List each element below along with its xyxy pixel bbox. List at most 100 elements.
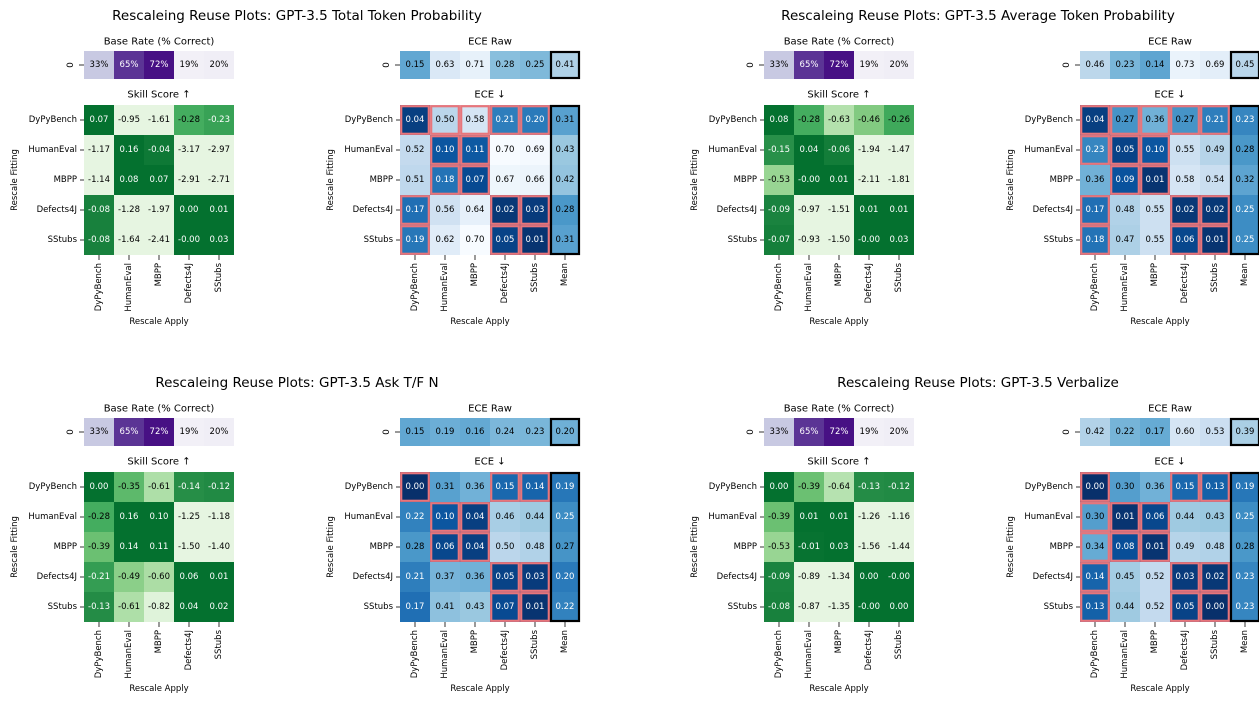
skill-score-label: -0.13 xyxy=(88,602,110,612)
skill-score-title: Skill Score ↑ xyxy=(807,457,870,468)
ece-raw-label: 0.45 xyxy=(1236,60,1255,70)
ece-cell xyxy=(1170,165,1200,195)
y-axis-label: Rescale Fitting xyxy=(326,516,336,578)
row-tick-label: Defects4J xyxy=(37,572,77,582)
ece-raw-label: 0.20 xyxy=(556,427,575,437)
ece-raw-label: 0.39 xyxy=(1236,427,1255,437)
ece-raw-label: 0.25 xyxy=(526,60,545,70)
skill-score-label: -0.63 xyxy=(828,115,850,125)
ece-highlight-border xyxy=(520,195,550,225)
ece-label: 0.01 xyxy=(526,602,545,612)
row-tick-label: Defects4J xyxy=(1033,205,1073,215)
ece-raw-cell xyxy=(550,418,580,446)
ece-cell xyxy=(490,105,520,135)
skill-score-cell xyxy=(884,225,914,255)
ece-cell xyxy=(490,502,520,532)
skill-score-cell xyxy=(824,472,854,502)
col-tick-label: MBPP xyxy=(1150,263,1160,286)
skill-score-cell xyxy=(824,562,854,592)
ece-label: 0.52 xyxy=(1146,602,1165,612)
ece-raw-mean-border xyxy=(549,417,581,447)
ece-label: 0.03 xyxy=(526,572,545,582)
ece-label: 0.37 xyxy=(436,572,455,582)
ece-label: 0.34 xyxy=(1086,542,1105,552)
ece-cell xyxy=(1170,195,1200,225)
ece-label: 0.04 xyxy=(406,115,425,125)
ece-raw-label: 0.23 xyxy=(526,427,545,437)
skill-score-cell xyxy=(144,225,174,255)
base-rate-cell xyxy=(114,418,144,446)
skill-score-label: 0.01 xyxy=(210,205,229,215)
chart-panel-4: Rescaleing Reuse Plots: GPT-3.5 Verbaliz… xyxy=(690,375,1259,694)
x-axis-label: Rescale Apply xyxy=(450,684,509,694)
ece-highlight-border xyxy=(1200,105,1230,135)
ece-raw-title: ECE Raw xyxy=(1148,404,1192,415)
skill-score-label: -1.97 xyxy=(148,205,170,215)
ece-highlight-border xyxy=(520,105,550,135)
skill-score-cell xyxy=(174,225,204,255)
skill-score-label: -1.81 xyxy=(888,175,910,185)
ece-raw-cell xyxy=(460,51,490,79)
ece-highlight-border xyxy=(1080,225,1110,255)
ece-label: 0.36 xyxy=(1146,482,1165,492)
skill-score-cell xyxy=(884,562,914,592)
ece-cell xyxy=(1230,165,1259,195)
ece-label: 0.11 xyxy=(466,145,485,155)
skill-score-label: -0.53 xyxy=(768,175,790,185)
ece-label: 0.21 xyxy=(406,572,425,582)
col-tick-label: SStubs xyxy=(530,629,540,659)
skill-score-cell xyxy=(174,502,204,532)
ece-cell xyxy=(550,105,580,135)
y-axis-label: Rescale Fitting xyxy=(690,149,700,211)
ece-raw-mean-border xyxy=(1229,50,1259,80)
base-rate-label: 33% xyxy=(90,60,109,70)
skill-score-cell xyxy=(204,562,234,592)
ece-cell xyxy=(460,472,490,502)
ece-cell xyxy=(1230,105,1259,135)
ece-label: 0.05 xyxy=(496,572,515,582)
skill-score-cell xyxy=(824,165,854,195)
skill-score-cell xyxy=(884,532,914,562)
ece-label: 0.06 xyxy=(1176,235,1195,245)
ece-highlight-border xyxy=(1140,165,1170,195)
ece-cell xyxy=(430,502,460,532)
skill-score-label: 0.00 xyxy=(890,602,909,612)
ece-label: 0.66 xyxy=(526,175,545,185)
row-tick-label: Defects4J xyxy=(717,572,757,582)
ece-raw-cell xyxy=(1170,418,1200,446)
ece-label: 0.17 xyxy=(406,205,425,215)
panel-title: Rescaleing Reuse Plots: GPT-3.5 Ask T/F … xyxy=(155,375,438,391)
ece-cell xyxy=(1140,592,1170,622)
ece-raw-label: 0.23 xyxy=(1116,60,1135,70)
skill-score-label: 0.10 xyxy=(150,512,169,522)
ece-label: 0.01 xyxy=(1146,175,1165,185)
ece-raw-label: 0.22 xyxy=(1116,427,1135,437)
skill-score-cell xyxy=(84,195,114,225)
ece-cell xyxy=(1110,562,1140,592)
ece-highlight-border xyxy=(430,105,460,135)
ece-cell xyxy=(490,225,520,255)
skill-score-label: 0.08 xyxy=(120,175,139,185)
ece-label: 0.02 xyxy=(496,205,515,215)
col-tick-label: Defects4J xyxy=(500,263,510,303)
skill-score-label: 0.00 xyxy=(860,572,879,582)
ece-raw-label: 0.19 xyxy=(436,427,455,437)
ece-cell xyxy=(1110,502,1140,532)
row-tick-label: HumanEval xyxy=(1024,145,1073,155)
row-tick-label: DyPyBench xyxy=(29,482,77,492)
ece-cell xyxy=(1200,225,1230,255)
ece-cell xyxy=(1140,105,1170,135)
ece-cell xyxy=(1110,225,1140,255)
skill-score-cell xyxy=(144,502,174,532)
base-rate-cell xyxy=(824,51,854,79)
ece-label: 0.32 xyxy=(1236,175,1255,185)
base-rate-label: 72% xyxy=(830,427,849,437)
skill-score-cell xyxy=(854,562,884,592)
col-tick-label: MBPP xyxy=(154,630,164,653)
skill-score-label: 0.01 xyxy=(210,572,229,582)
col-tick-label: HumanEval xyxy=(804,263,814,312)
ece-label: 0.70 xyxy=(496,145,515,155)
skill-score-label: -0.07 xyxy=(768,235,790,245)
skill-score-cell xyxy=(824,532,854,562)
ece-cell xyxy=(1170,225,1200,255)
